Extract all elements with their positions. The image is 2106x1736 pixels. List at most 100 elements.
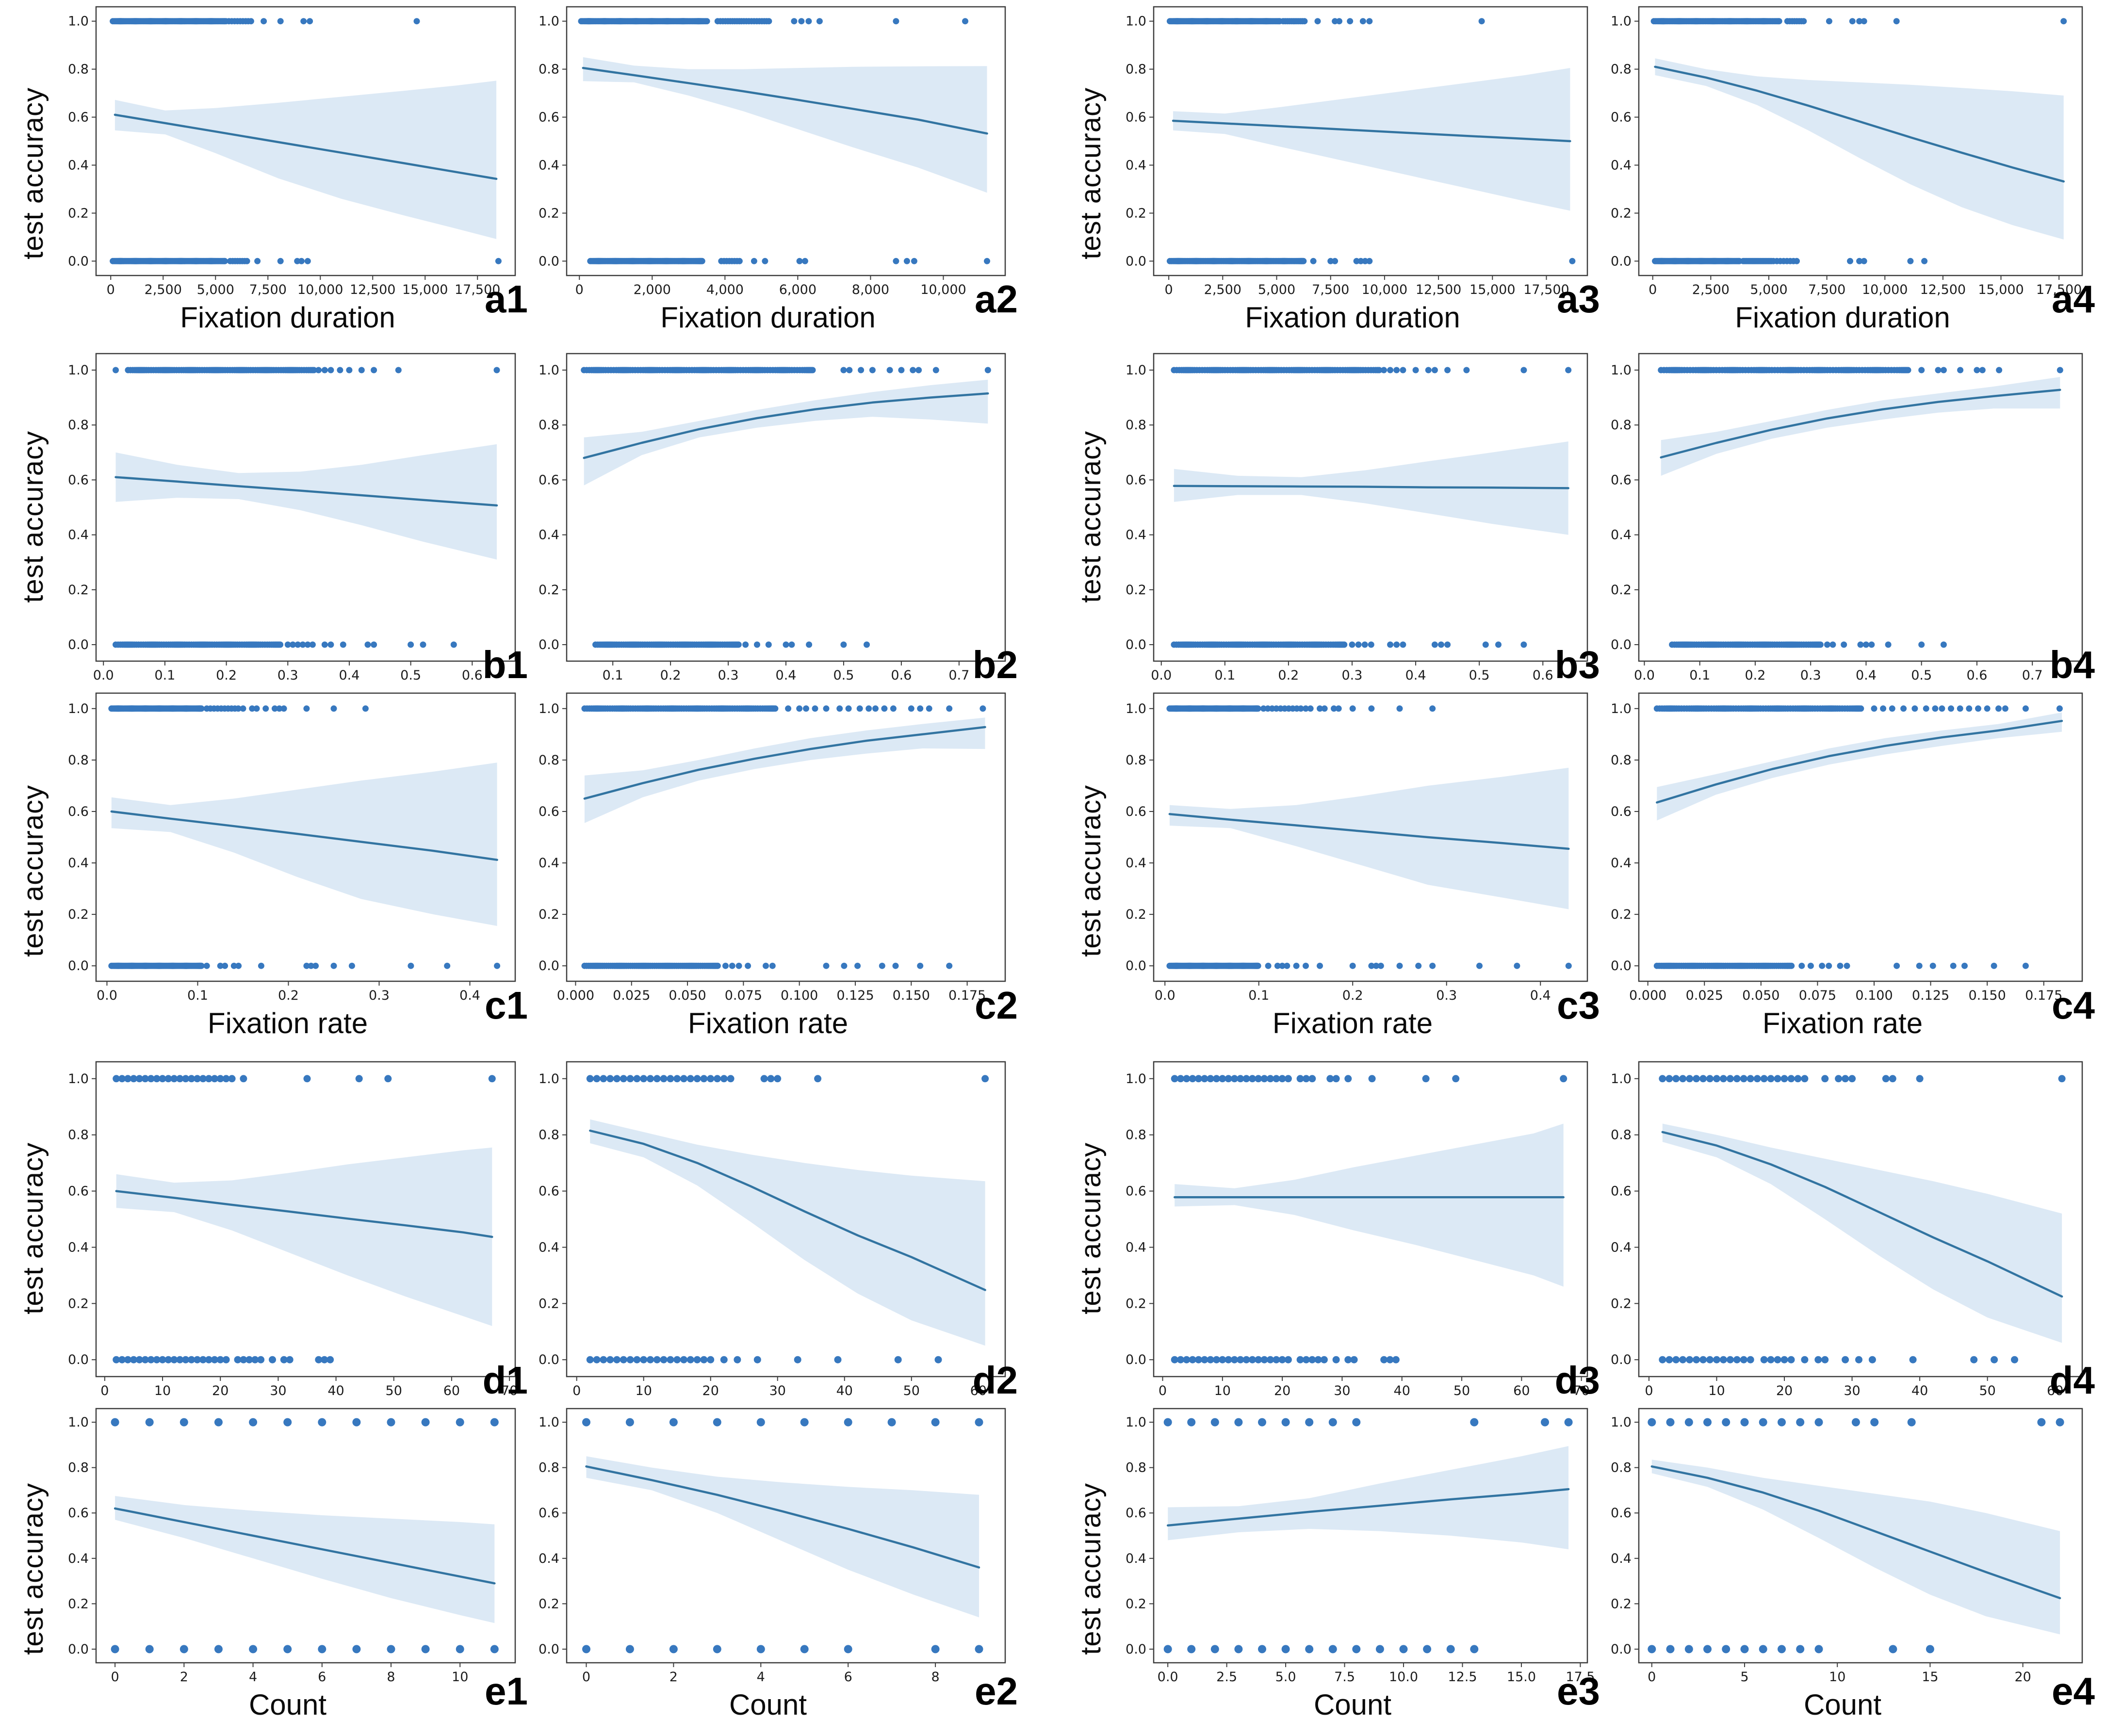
scatter-point — [1747, 1356, 1754, 1363]
y-axis-label: test accuracy — [17, 87, 49, 260]
scatter-point — [1302, 1356, 1310, 1363]
scatter-point — [593, 1356, 601, 1363]
x-tick-label: 0.2 — [1278, 668, 1299, 683]
y-tick-label: 0.8 — [1126, 753, 1146, 768]
scatter-point — [1177, 1356, 1184, 1363]
scatter-point — [1821, 1075, 1829, 1083]
x-tick-label: 40 — [1911, 1383, 1928, 1398]
scatter-point — [886, 367, 893, 373]
y-tick-label: 1.0 — [539, 1071, 559, 1087]
scatter-point — [1918, 367, 1925, 373]
scatter-point — [660, 1075, 668, 1083]
y-tick-label: 0.8 — [68, 418, 89, 433]
y-tick-label: 0.8 — [1611, 62, 1632, 77]
scatter-points — [1653, 705, 2063, 969]
y-tick-label: 0.4 — [1611, 158, 1632, 173]
confidence-band — [1175, 1123, 1564, 1287]
scatter-point — [1787, 1075, 1795, 1083]
scatter-point — [1300, 258, 1307, 264]
scatter-point — [1400, 367, 1406, 373]
x-axis-label: Fixation rate — [687, 1007, 849, 1039]
scatter-point — [1326, 1075, 1334, 1083]
axis-box — [1638, 353, 2083, 662]
y-tick-label: 1.0 — [539, 701, 559, 716]
scatter-point — [1396, 705, 1403, 712]
scatter-point — [253, 705, 260, 712]
scatter-point — [1719, 1075, 1727, 1083]
scatter-point — [1353, 258, 1360, 264]
y-axis-label-wrap: test accuracy — [14, 1055, 52, 1402]
scatter-point — [2022, 705, 2029, 712]
scatter-point — [1495, 641, 1502, 648]
x-tick-label: 2.5 — [1216, 1670, 1237, 1685]
y-tick-label: 0.0 — [1126, 1352, 1146, 1367]
confidence-band — [1657, 712, 2062, 821]
x-axis-label: Fixation duration — [1245, 301, 1460, 334]
scatter-point — [222, 1075, 230, 1083]
scatter-point — [495, 258, 502, 264]
y-tick-label: 1.0 — [539, 363, 559, 378]
y-axis-label: test accuracy — [1075, 1483, 1107, 1655]
scatter-point — [626, 1356, 634, 1363]
scatter-point — [222, 1356, 230, 1363]
y-axis-label: test accuracy — [1075, 1142, 1107, 1314]
scatter-point — [756, 1645, 765, 1654]
x-tick-label: 10 — [1214, 1383, 1231, 1398]
plot-c4: 0.000 0.025 0.050 0.075 0.100 0.125 0.150 0.175… — [1611, 692, 2083, 1003]
scatter-point — [1916, 962, 1923, 969]
y-tick-label: 0.0 — [1611, 637, 1632, 652]
scatter-point — [734, 1356, 741, 1363]
x-tick-label: 0.3 — [1342, 668, 1363, 683]
scatter-point — [235, 962, 242, 969]
scatter-point — [1377, 962, 1384, 969]
scatter-point — [720, 1356, 728, 1363]
scatter-point — [1740, 1645, 1749, 1654]
scatter-point — [1350, 1356, 1358, 1363]
scatter-point — [1821, 1356, 1829, 1363]
scatter-point — [879, 962, 885, 969]
plot-wrap: 0 2,500 5,000 7,500 10,000 12,500 15,000 17,500… — [52, 0, 523, 347]
x-tick-label: 0.3 — [369, 988, 390, 1003]
scatter-point — [164, 1356, 172, 1363]
x-tick-label: 2,000 — [634, 282, 671, 297]
y-tick-label: 1.0 — [1611, 701, 1632, 716]
scatter-point — [1249, 1356, 1256, 1363]
scatter-point — [1317, 705, 1323, 712]
scatter-point — [1224, 1075, 1232, 1083]
scatter-point — [1314, 18, 1321, 25]
scatter-point — [640, 1075, 648, 1083]
scatter-point — [1381, 367, 1387, 373]
scatter-point — [680, 1356, 687, 1363]
scatter-point — [917, 705, 924, 712]
scatter-point — [1321, 705, 1328, 712]
confidence-band — [584, 379, 988, 486]
scatter-point — [800, 1418, 809, 1427]
scatter-point — [1842, 1356, 1849, 1363]
scatter-point — [1961, 962, 1968, 969]
x-tick-label: 10 — [452, 1670, 468, 1685]
scatter-point — [613, 1075, 620, 1083]
scatter-point — [1273, 1356, 1280, 1363]
scatter-point — [251, 1356, 259, 1363]
figure-grid: test accuracy 0 2,500 5,000 7,500 10,000 12,50… — [14, 0, 2106, 1736]
x-tick-label: 0 — [1648, 1670, 1656, 1685]
axis-box — [1153, 6, 1588, 276]
scatter-point — [625, 1418, 634, 1427]
x-tick-label: 10 — [1829, 1670, 1845, 1685]
scatter-point — [1733, 1356, 1741, 1363]
scatter-point — [1163, 1418, 1172, 1427]
x-tick-label: 15 — [1922, 1670, 1938, 1685]
x-tick-label: 12,500 — [1416, 282, 1461, 297]
scatter-point — [420, 641, 426, 648]
scatter-point — [1478, 18, 1485, 25]
scatter-point — [1177, 1075, 1184, 1083]
scatter-point — [1679, 1356, 1687, 1363]
scatter-point — [1851, 1418, 1860, 1427]
y-tick-label: 1.0 — [68, 1071, 89, 1087]
scatter-point — [626, 1075, 634, 1083]
y-tick-label: 0.0 — [539, 958, 559, 973]
regression-line — [114, 476, 498, 507]
x-tick-label: 2 — [180, 1670, 188, 1685]
y-axis-label: test accuracy — [17, 784, 49, 957]
scatter-point — [203, 962, 210, 969]
